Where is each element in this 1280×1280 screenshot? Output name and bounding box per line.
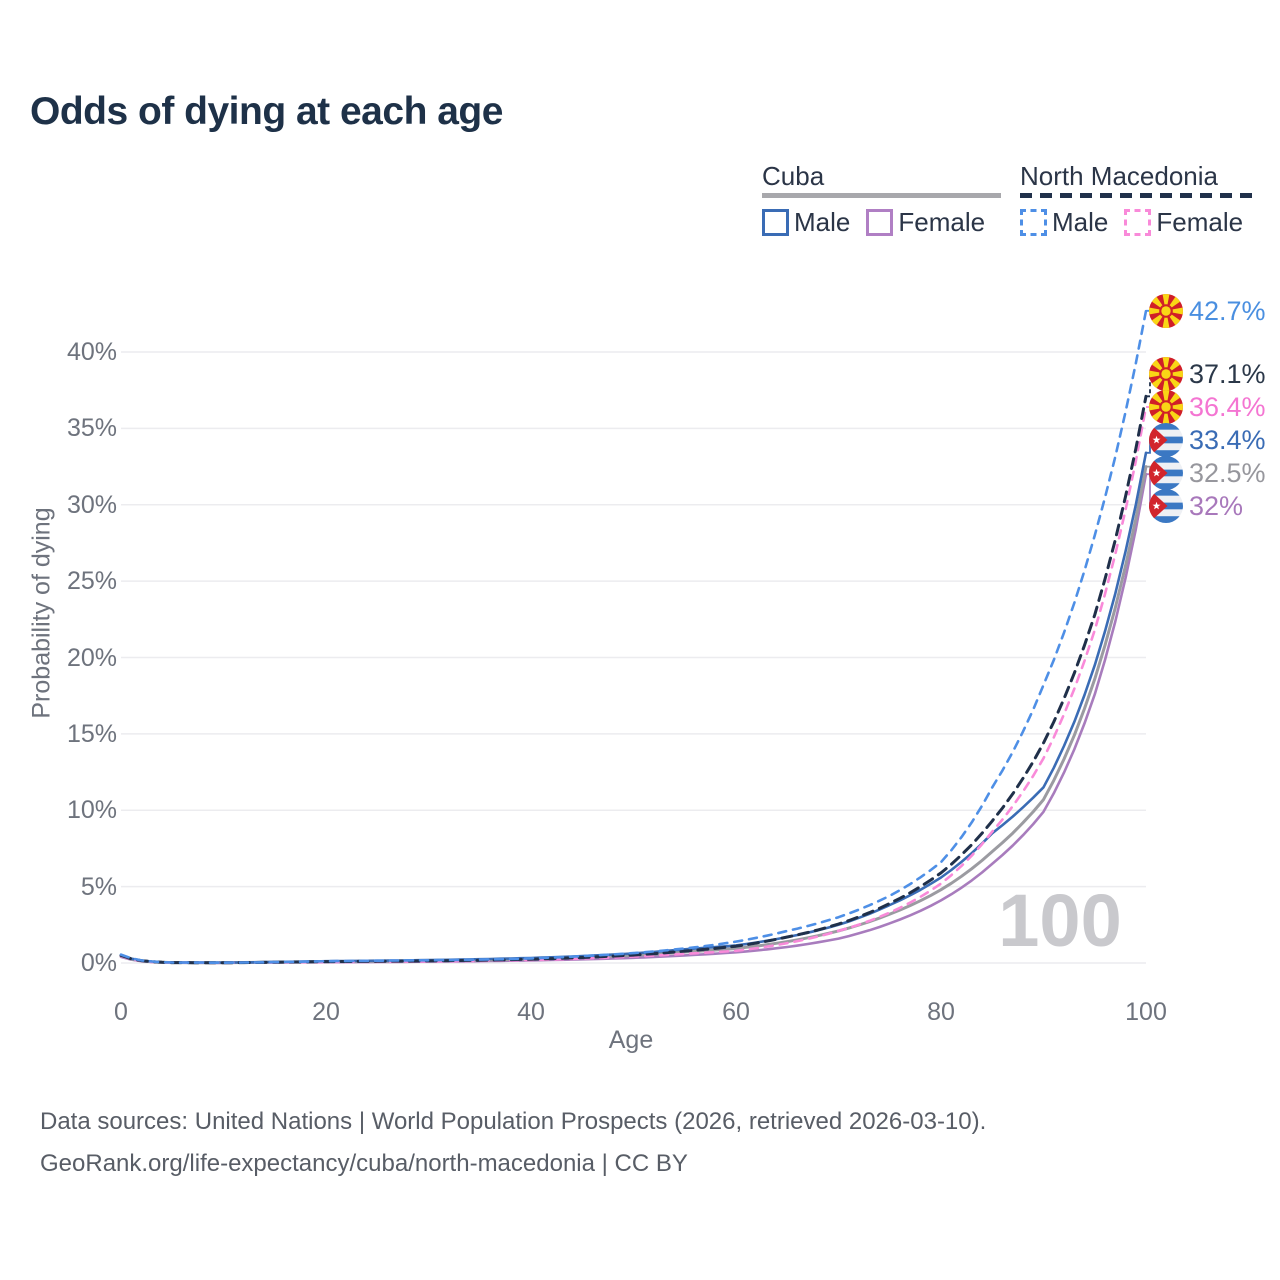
legend-item-cuba-male[interactable]: Male bbox=[762, 207, 850, 238]
y-axis-title: Probability of dying bbox=[27, 507, 56, 719]
legend-item-label: Male bbox=[794, 207, 851, 238]
legend-item-label: Male bbox=[1052, 207, 1109, 238]
end-value-label: 37.1% bbox=[1189, 359, 1266, 389]
y-tick-label: 25% bbox=[66, 567, 117, 596]
hovered-age-watermark: 100 bbox=[998, 879, 1122, 962]
end-value-label: 32% bbox=[1189, 491, 1244, 521]
attribution-note: GeoRank.org/life-expectancy/cuba/north-m… bbox=[40, 1150, 688, 1177]
y-tick-label: 35% bbox=[66, 414, 117, 443]
north-macedonia-flag-icon bbox=[1149, 294, 1183, 328]
x-tick-label: 60 bbox=[722, 998, 750, 1026]
y-tick-label: 0% bbox=[80, 949, 117, 977]
north-macedonia-flag-icon bbox=[1149, 357, 1183, 391]
y-tick-label: 30% bbox=[66, 490, 117, 519]
x-tick-label: 40 bbox=[517, 998, 545, 1026]
series-line-north-macedonia-female bbox=[119, 405, 1148, 965]
legend-group-north-macedonia: North Macedonia Male Female bbox=[1020, 161, 1260, 238]
series-line-north-macedonia-male bbox=[119, 309, 1148, 964]
north-macedonia-flag-icon bbox=[1149, 390, 1183, 424]
end-value-label: 33.4% bbox=[1189, 425, 1266, 455]
x-tick-label: 80 bbox=[927, 998, 955, 1026]
end-value-label: 36.4% bbox=[1189, 392, 1266, 422]
series-line-cuba-both-sexes bbox=[119, 465, 1148, 965]
cuba-line-style-sample bbox=[762, 193, 1002, 199]
legend-item-cuba-female[interactable]: Female bbox=[866, 207, 985, 238]
series-line-cuba-female bbox=[119, 472, 1148, 965]
page-title: Odds of dying at each age bbox=[30, 90, 503, 133]
x-axis-title: Age bbox=[608, 1026, 654, 1054]
cuba-flag-icon bbox=[1149, 456, 1183, 490]
y-tick-label: 10% bbox=[66, 796, 117, 825]
cuba-male-swatch-icon bbox=[762, 209, 789, 237]
legend-group-north-macedonia-title: North Macedonia bbox=[1020, 161, 1218, 191]
end-value-label: 32.5% bbox=[1189, 458, 1266, 488]
legend-group-cuba-title: Cuba bbox=[762, 161, 825, 191]
legend-item-north-macedonia-male[interactable]: Male bbox=[1020, 207, 1108, 238]
legend-group-cuba: Cuba Male Female bbox=[762, 161, 1002, 238]
north-macedonia-line-style-sample bbox=[1020, 193, 1260, 199]
y-tick-label: 5% bbox=[80, 872, 117, 901]
data-source-note: Data sources: United Nations | World Pop… bbox=[40, 1108, 987, 1135]
y-tick-label: 15% bbox=[66, 719, 117, 748]
y-tick-label: 40% bbox=[66, 338, 117, 366]
cuba-flag-icon bbox=[1149, 423, 1183, 457]
legend-item-label: Female bbox=[898, 207, 986, 238]
legend-item-label: Female bbox=[1156, 207, 1244, 238]
end-value-label: 42.7% bbox=[1189, 296, 1266, 326]
series-line-north-macedonia-both-sexes bbox=[119, 394, 1148, 965]
y-tick-label: 20% bbox=[66, 643, 117, 672]
x-tick-label: 100 bbox=[1125, 998, 1167, 1026]
cuba-female-swatch-icon bbox=[866, 209, 894, 237]
x-tick-label: 0 bbox=[114, 998, 128, 1026]
cuba-flag-icon bbox=[1149, 489, 1183, 523]
legend-item-north-macedonia-female[interactable]: Female bbox=[1124, 207, 1243, 238]
north-macedonia-male-swatch-icon bbox=[1020, 209, 1047, 237]
x-tick-label: 20 bbox=[312, 998, 340, 1026]
north-macedonia-female-swatch-icon bbox=[1124, 209, 1152, 237]
